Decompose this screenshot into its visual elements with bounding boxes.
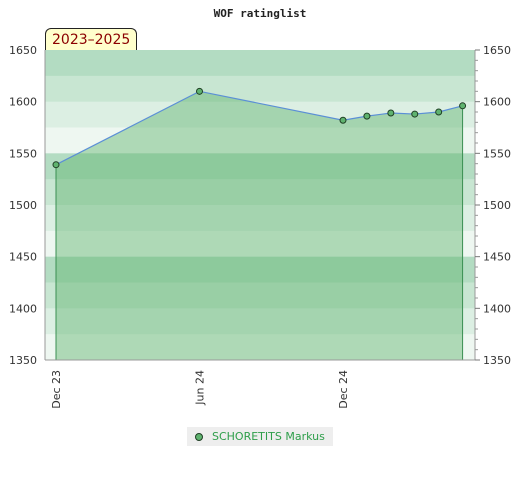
area-layer — [55, 90, 464, 360]
data-point[interactable] — [435, 108, 443, 116]
x-axis: Dec 23 Jun 24 Dec 24 — [45, 359, 475, 409]
background-band — [45, 179, 475, 206]
background-band — [45, 205, 475, 232]
data-point[interactable] — [196, 87, 203, 95]
legend[interactable]: SCHORETITS Markus — [187, 427, 333, 446]
y-tick-label-right: 1450 — [483, 251, 511, 264]
data-point[interactable] — [363, 112, 371, 120]
series-line — [55, 90, 463, 166]
period-badge: 2023–2025 — [45, 28, 138, 50]
background-band — [45, 256, 475, 283]
y-tick-label-left: 1400 — [9, 302, 37, 315]
y-tick-label-left: 1450 — [9, 251, 37, 264]
background-band — [45, 230, 475, 258]
background-band — [45, 282, 475, 309]
x-tick-label: Dec 23 — [50, 370, 63, 409]
chart-title: WOF ratinglist — [214, 7, 307, 20]
background-band — [45, 127, 475, 154]
background-band — [45, 334, 475, 361]
background-band — [45, 153, 475, 180]
background-band — [45, 308, 475, 335]
y-tick-label-right: 1600 — [483, 96, 511, 109]
y-tick-label-right: 1650 — [483, 44, 511, 57]
background-band — [45, 50, 475, 77]
y-axis-right: 1350 1400 1450 1500 1550 1600 1650 — [474, 44, 511, 367]
x-tick-label: Dec 24 — [337, 370, 350, 409]
background-band — [45, 75, 475, 103]
y-axis-left: 1350 1400 1450 1500 1550 1600 1650 — [9, 44, 46, 367]
y-tick-label-left: 1600 — [9, 96, 37, 109]
y-tick-label-left: 1500 — [9, 199, 37, 212]
data-point[interactable] — [52, 161, 60, 169]
y-tick-label-left: 1350 — [9, 354, 37, 367]
legend-label: SCHORETITS Markus — [212, 430, 325, 443]
y-tick-label-right: 1550 — [483, 147, 511, 160]
y-tick-label-right: 1350 — [483, 354, 511, 367]
data-point[interactable] — [387, 109, 395, 117]
y-tick-label-right: 1400 — [483, 302, 511, 315]
series-area — [56, 91, 463, 360]
y-tick-label-left: 1650 — [9, 44, 37, 57]
background-band — [45, 101, 475, 128]
data-point[interactable] — [339, 116, 347, 124]
data-point[interactable] — [459, 102, 467, 110]
data-points — [52, 87, 467, 169]
y-tick-label-right: 1500 — [483, 199, 511, 212]
background-bands — [45, 50, 475, 361]
x-tick-label: Jun 24 — [194, 370, 207, 406]
legend-marker-icon — [195, 432, 203, 441]
data-point[interactable] — [411, 110, 419, 118]
y-tick-label-left: 1550 — [9, 147, 37, 160]
